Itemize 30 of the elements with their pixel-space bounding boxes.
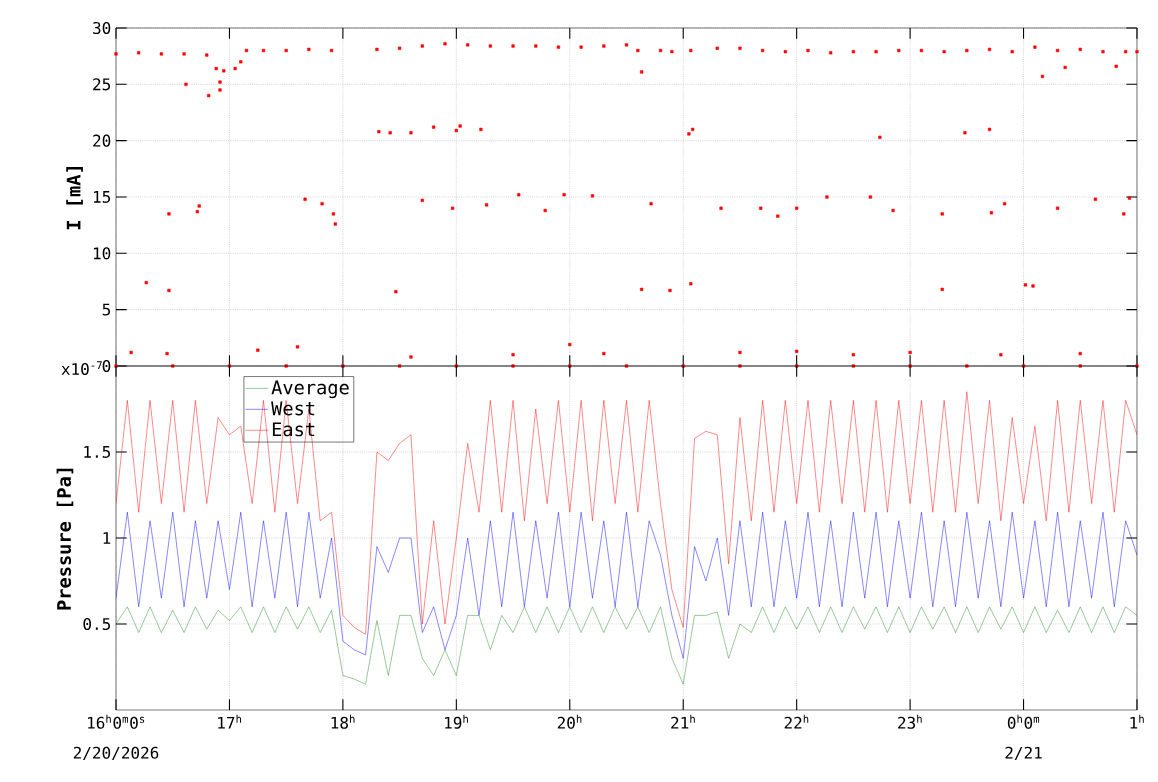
x-tick-label: 16$^{h}$0$^{m}$0$^{s}$ xyxy=(88,714,145,729)
y-tick-label: 10 xyxy=(93,247,111,260)
y-axis-title: I [mA] xyxy=(66,167,83,230)
text: 2/20/2026 xyxy=(73,746,159,761)
y-tick-label: 15 xyxy=(93,191,111,203)
legend-label: East xyxy=(272,422,315,437)
x-tick-label: 0$^{h}$0$^{m}$ xyxy=(1007,714,1040,729)
line-series xyxy=(116,606,1137,685)
x-tick-label: 17$^{h}$ xyxy=(218,714,242,729)
x-tick-label: 18$^{h}$ xyxy=(331,714,355,729)
y-tick-label: 1 xyxy=(103,532,111,544)
text: 2/21 xyxy=(1005,746,1042,761)
y-tick-label: 5 xyxy=(102,303,111,316)
y-tick-label: 0 xyxy=(102,359,111,373)
legend-label: Average xyxy=(271,380,349,399)
legend-label: West xyxy=(271,401,315,416)
y-axis-title: Pressure [Pa] xyxy=(56,468,74,610)
line-series xyxy=(116,511,1137,659)
text: x10$^{-7}$ xyxy=(61,361,102,376)
y-tick-label: 1.5 xyxy=(84,446,111,458)
y-tick-label: 25 xyxy=(93,78,111,91)
y-tick-label: 30 xyxy=(93,21,111,35)
x-tick-label: 22$^{h}$ xyxy=(784,714,809,729)
x-tick-label: 1$^{h}$ xyxy=(1130,714,1144,729)
x-tick-label: 19$^{h}$ xyxy=(445,714,468,729)
y-tick-label: 20 xyxy=(93,134,111,147)
x-tick-label: 21$^{h}$ xyxy=(671,714,695,729)
x-tick-label: 23$^{h}$ xyxy=(898,714,922,729)
y-tick-label: 0.5 xyxy=(83,617,111,631)
x-tick-label: 20$^{h}$ xyxy=(557,714,582,729)
